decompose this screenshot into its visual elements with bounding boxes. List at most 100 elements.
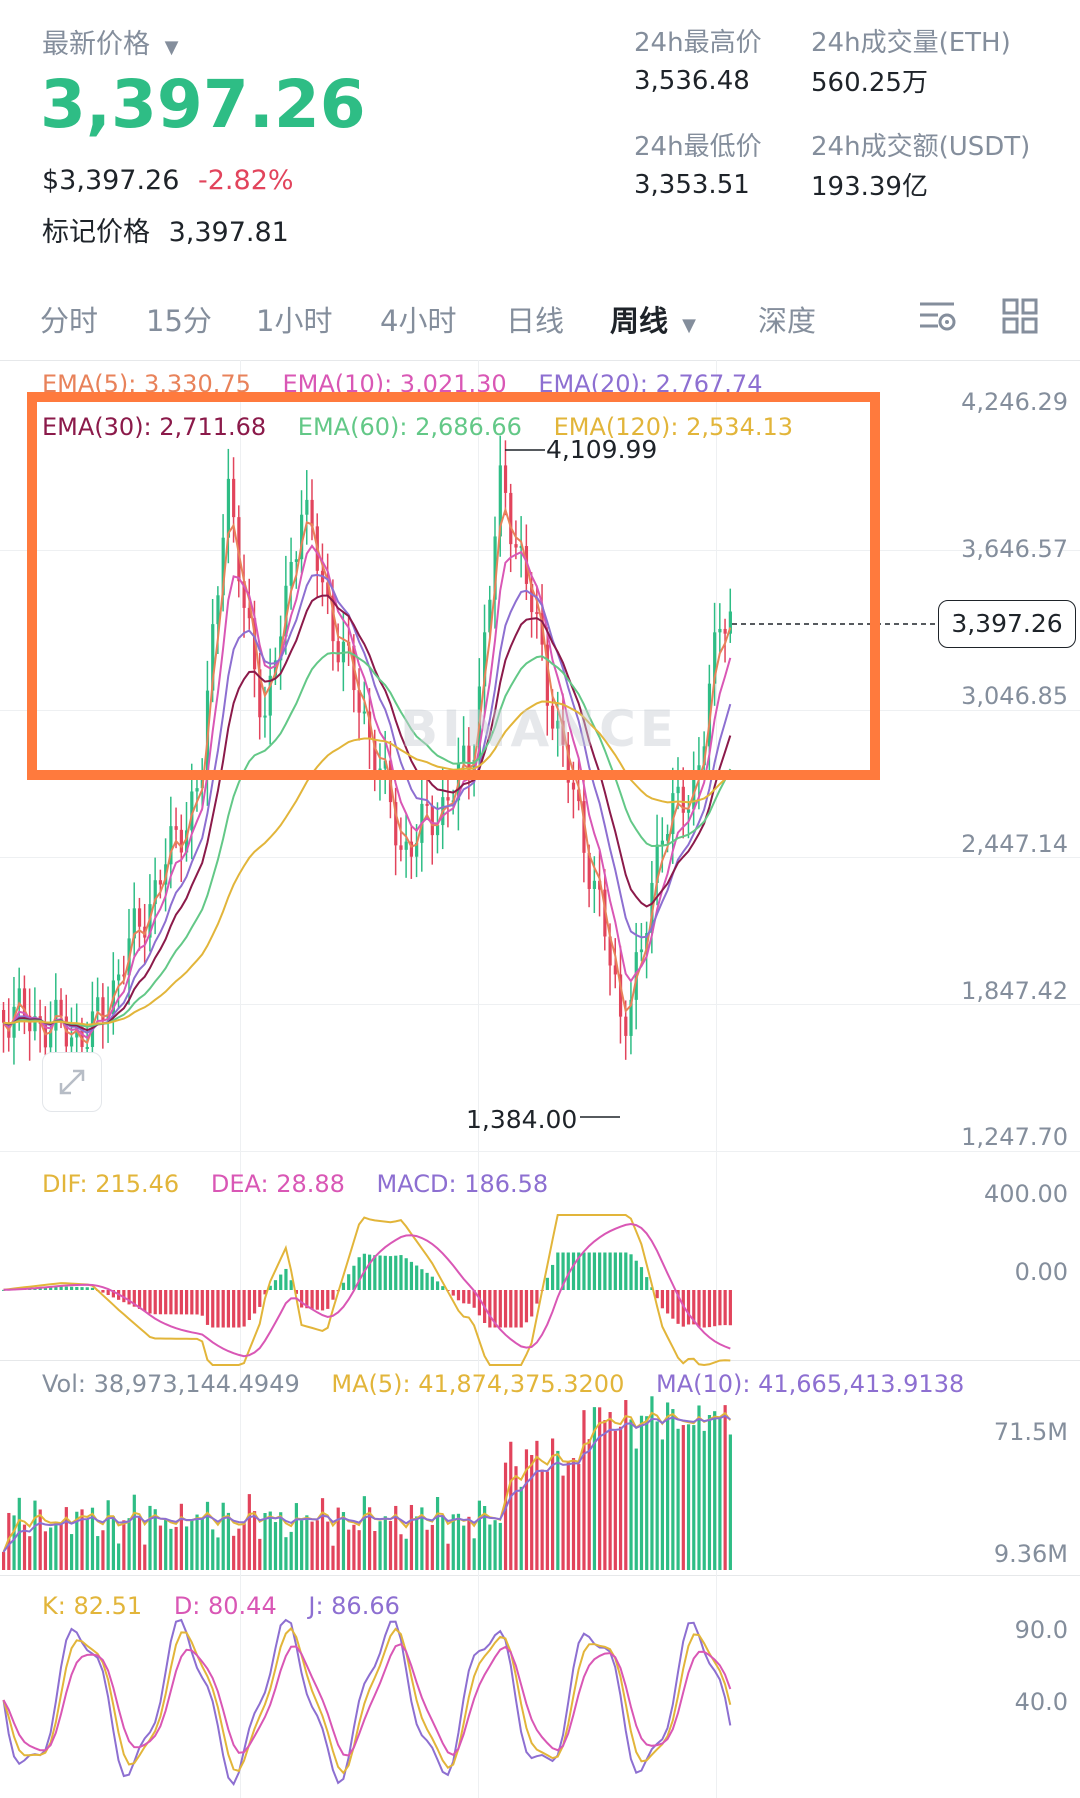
volume-bar [221,1502,225,1570]
macd-bar [498,1290,502,1328]
macd-bar [106,1290,110,1296]
macd-bar [462,1290,466,1304]
chart-settings-icon[interactable] [918,298,958,334]
latest-price-label[interactable]: 最新价格 ▼ [42,22,178,61]
kdj-y-axis: 40.0 [1014,1688,1068,1716]
candle [258,652,262,740]
volume-bar [22,1524,27,1570]
kdj-y-axis: 90.0 [1014,1616,1068,1644]
macd-bar [509,1290,513,1328]
volume-bar [310,1521,314,1570]
volume-bar [503,1462,508,1570]
macd-bar [268,1285,272,1290]
macd-bar [357,1257,361,1290]
macd-bar [728,1290,732,1326]
ema-legend-row2: EMA(30): 2,711.68 EMA(60): 2,686.66 EMA(… [42,413,817,441]
macd-y-axis: 400.00 [984,1180,1068,1208]
current-price-tag[interactable]: 3,397.26 [938,600,1076,648]
candle [28,988,32,1061]
usd-price: $3,397.26 [42,165,180,196]
macd-y-axis: 0.00 [1014,1258,1068,1286]
macd-bar [179,1290,183,1315]
candle [336,623,340,672]
macd-bar [54,1286,58,1290]
candle [137,897,142,951]
volume-bar [357,1530,361,1570]
volume-bar [692,1425,696,1570]
vol-legend: Vol: 38,973,144.4949 [42,1370,300,1398]
macd-bar [598,1252,602,1290]
macd-bar [190,1290,194,1315]
candle [483,604,487,716]
macd-bar [503,1290,508,1328]
macd-bar [289,1280,293,1290]
volume-bar [483,1506,487,1570]
macd-bar [561,1252,565,1290]
macd-bar [49,1287,53,1290]
vol-usdt-value: 193.39亿 [811,172,928,202]
volume-bar [571,1458,576,1570]
volume-bar [498,1522,502,1570]
macd-bar [258,1290,262,1307]
volume-bar [185,1526,189,1570]
volume-bar [467,1516,471,1570]
volume-bar [561,1475,565,1570]
tab-depth[interactable]: 深度 [758,304,817,338]
ema-line [3,700,732,1026]
macd-bar [618,1252,623,1290]
d-legend: D: 80.44 [173,1592,277,1620]
candle [613,938,617,989]
macd-bar [252,1290,257,1314]
macd-bar [148,1290,152,1314]
macd-bar [326,1290,330,1309]
macd-bar [629,1254,633,1290]
k-line [2,1626,732,1775]
vol-ma5-legend: MA(5): 41,874,375.3200 [331,1370,625,1398]
volume-bar [216,1537,220,1570]
volume-bar [305,1515,309,1570]
volume-legend: Vol: 38,973,144.4949 MA(5): 41,874,375.3… [42,1370,988,1398]
binance-watermark: BINANCE [400,700,678,758]
macd-bar [211,1290,215,1328]
candle [305,470,309,545]
candle [404,813,408,878]
candle [195,774,199,812]
macd-bar [69,1286,74,1290]
volume-bar [613,1430,617,1570]
macd-bar [707,1290,712,1328]
macd-bar [341,1282,346,1290]
macd-bar [519,1290,523,1328]
macd-bar [639,1267,644,1290]
tab-15m[interactable]: 15分 [146,304,212,338]
tab-4h[interactable]: 4小时 [380,304,457,338]
candle [415,824,419,878]
candle [639,922,644,962]
grid-layout-icon[interactable] [1002,298,1038,334]
tab-daily[interactable]: 日线 [506,304,565,338]
candle [629,982,633,1055]
volume-bar [660,1439,664,1570]
volume-bar [707,1415,712,1570]
volume-bar [273,1522,278,1570]
volume-bar [96,1536,100,1570]
expand-icon[interactable] [42,1052,102,1112]
volume-bar [535,1440,539,1570]
volume-bar [718,1418,722,1570]
macd-bar [697,1290,701,1328]
candle [117,959,121,1010]
volume-bar [43,1531,48,1570]
macd-bar [535,1290,539,1304]
candle [728,588,732,643]
volume-bar [143,1544,147,1570]
macd-bar [425,1272,429,1290]
candle [435,802,440,854]
tab-1h[interactable]: 1小时 [256,304,333,338]
macd-bar [132,1290,136,1307]
volume-bar [106,1500,110,1570]
tab-time[interactable]: 分时 [40,304,99,338]
tab-weekly[interactable]: 周线 ▼ [610,298,696,340]
macd-bar [587,1252,591,1290]
y-axis-label: 2,447.14 [961,830,1068,858]
macd-bar [64,1286,68,1290]
